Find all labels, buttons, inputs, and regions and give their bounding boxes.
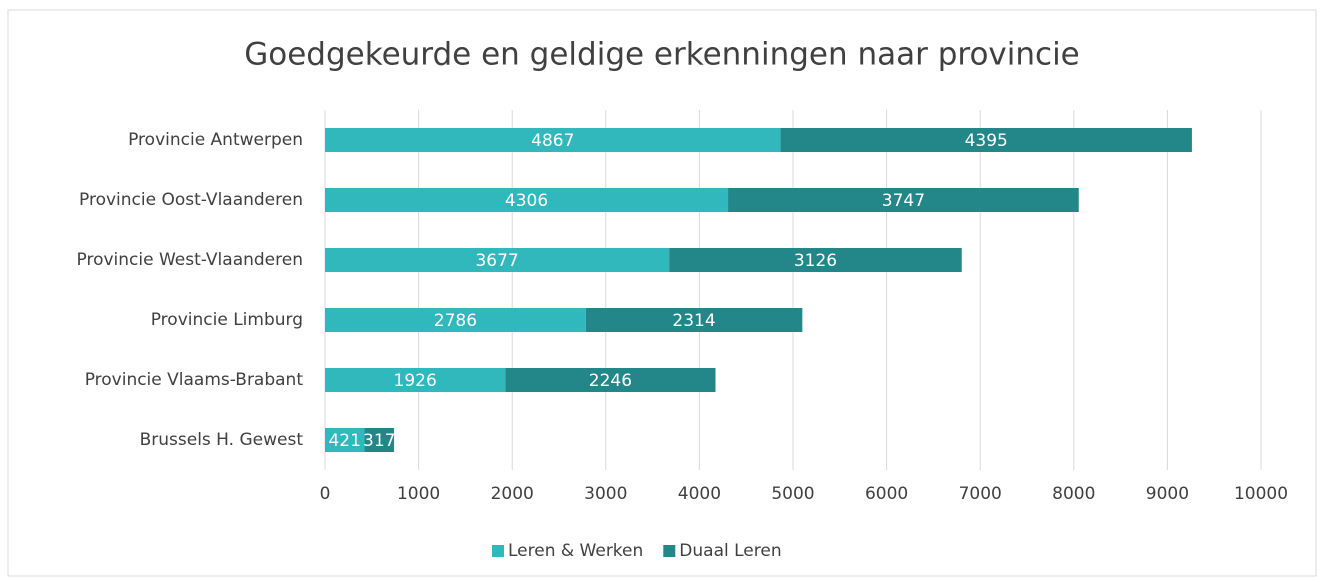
bar <box>325 248 670 272</box>
x-tick-label: 10000 <box>1234 484 1288 504</box>
bar <box>728 188 1079 212</box>
bar <box>505 368 716 392</box>
bar <box>325 128 781 152</box>
data-label: 2314 <box>672 311 715 331</box>
y-tick-label: Provincie Vlaams-Brabant <box>85 370 304 390</box>
bar <box>325 308 586 332</box>
y-tick-label: Brussels H. Gewest <box>140 430 304 450</box>
data-label: 3677 <box>475 251 518 271</box>
bar <box>364 428 395 452</box>
x-tick-label: 5000 <box>771 484 814 504</box>
y-tick-label: Provincie Limburg <box>151 310 303 330</box>
x-tick-label: 0 <box>320 484 331 504</box>
data-label: 317 <box>363 431 395 451</box>
chart-border <box>7 9 1317 577</box>
x-tick-label: 4000 <box>678 484 721 504</box>
x-tick-label: 7000 <box>959 484 1002 504</box>
x-tick-label: 6000 <box>865 484 908 504</box>
data-label: 2246 <box>589 371 632 391</box>
legend-swatch <box>663 545 676 557</box>
x-tick-label: 9000 <box>1146 484 1189 504</box>
bar <box>325 428 365 452</box>
data-label: 4306 <box>505 191 548 211</box>
bar <box>669 248 962 272</box>
data-label: 1926 <box>394 371 437 391</box>
x-tick-label: 3000 <box>584 484 627 504</box>
data-label: 3126 <box>794 251 837 271</box>
y-tick-label: Provincie West-Vlaanderen <box>77 250 303 270</box>
legend-swatch <box>492 545 504 557</box>
x-tick-label: 2000 <box>491 484 534 504</box>
data-label: 2786 <box>434 311 477 331</box>
data-label: 4395 <box>965 131 1008 151</box>
y-tick-label: Provincie Antwerpen <box>128 130 303 150</box>
bar <box>780 128 1192 152</box>
bar <box>325 188 729 212</box>
x-tick-label: 1000 <box>397 484 440 504</box>
legend-label: Leren & Werken <box>508 541 643 561</box>
bar <box>325 368 506 392</box>
data-label: 421 <box>328 431 360 451</box>
x-tick-label: 8000 <box>1052 484 1095 504</box>
data-label: 4867 <box>531 131 574 151</box>
legend-label: Duaal Leren <box>679 541 781 561</box>
data-label: 3747 <box>882 191 925 211</box>
bar <box>585 308 803 332</box>
y-tick-label: Provincie Oost-Vlaanderen <box>79 190 303 210</box>
chart-title: Goedgekeurde en geldige erkenningen naar… <box>244 37 1080 73</box>
